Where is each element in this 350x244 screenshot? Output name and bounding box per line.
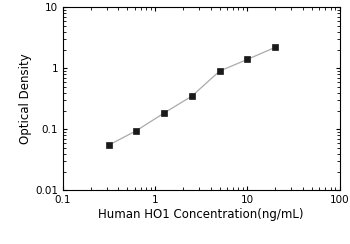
X-axis label: Human HO1 Concentration(ng/mL): Human HO1 Concentration(ng/mL) xyxy=(98,208,304,221)
Y-axis label: Optical Density: Optical Density xyxy=(19,53,32,144)
